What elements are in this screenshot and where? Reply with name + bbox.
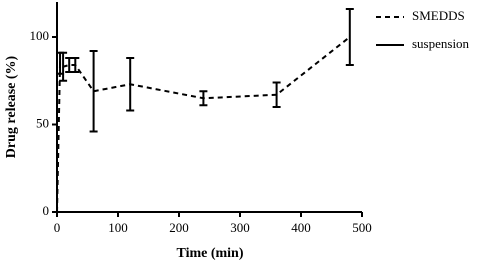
x-axis-title: Time (min) — [176, 246, 243, 261]
x-tick-label: 200 — [169, 220, 189, 235]
y-tick-label: 100 — [30, 28, 50, 43]
x-tick-label: 500 — [352, 220, 372, 235]
x-tick-label: 400 — [291, 220, 311, 235]
y-tick-label: 0 — [43, 203, 50, 218]
y-axis-title: Drug release (%) — [4, 55, 19, 158]
error-bar — [272, 81, 281, 108]
legend-label: SMEDDS — [412, 8, 465, 23]
error-bar — [71, 57, 80, 73]
error-bar — [199, 90, 208, 107]
series-line — [56, 36, 351, 213]
x-tick-label: 100 — [108, 220, 128, 235]
x-tick-label: 300 — [230, 220, 250, 235]
error-bar — [345, 8, 354, 66]
y-tick-label: 50 — [36, 115, 49, 130]
error-bar — [59, 51, 68, 82]
x-tick-label: 0 — [54, 220, 61, 235]
legend-label: suspension — [412, 36, 470, 51]
error-bar — [89, 50, 98, 133]
error-bar — [126, 57, 135, 112]
